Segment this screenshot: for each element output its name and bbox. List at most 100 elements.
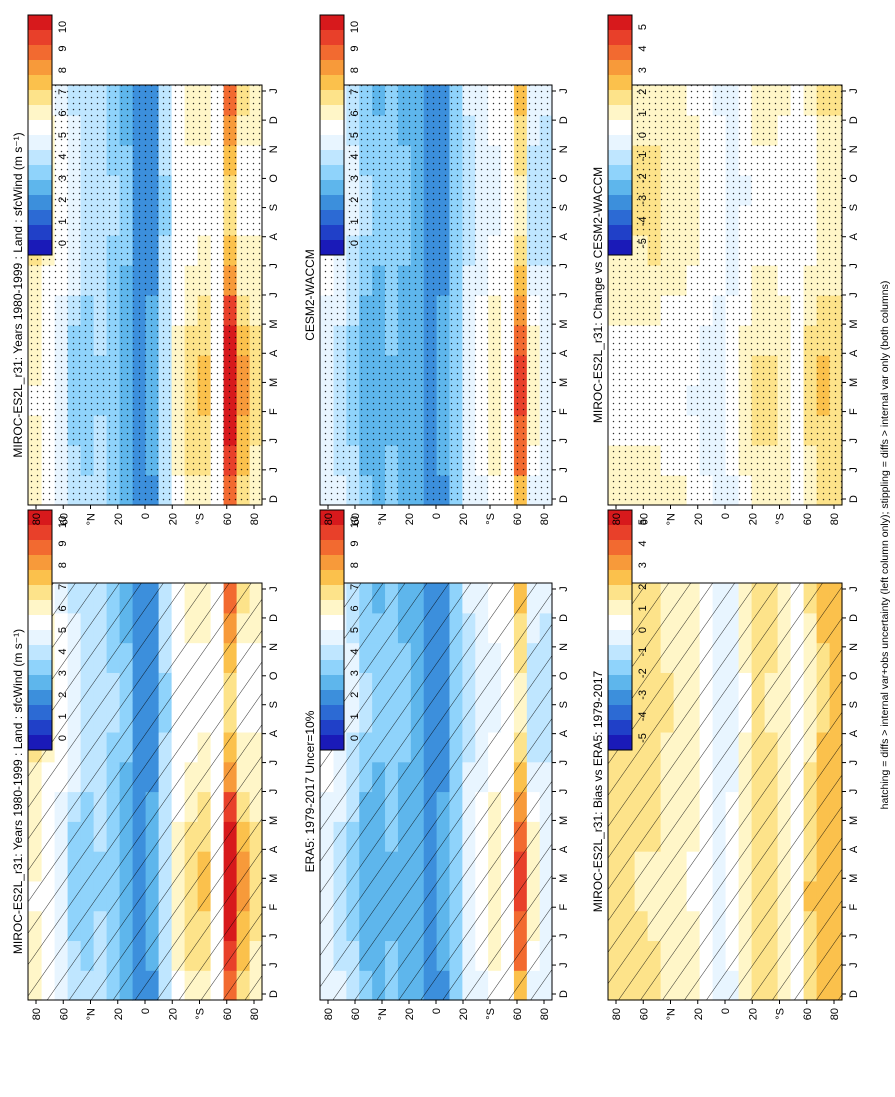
colorbar-swatch bbox=[608, 30, 632, 46]
lat-tick-label: 20 bbox=[693, 513, 705, 525]
significance-overlay bbox=[608, 583, 842, 1000]
lat-tick-label: 80 bbox=[829, 1008, 841, 1020]
colorbar-swatch bbox=[320, 690, 344, 706]
lat-tick-label: °S bbox=[195, 513, 207, 525]
month-tick-label: N bbox=[558, 643, 570, 651]
colorbar-label: 4 bbox=[57, 154, 69, 160]
colorbar-swatch bbox=[320, 600, 344, 616]
colorbar-label: 8 bbox=[57, 562, 69, 568]
colorbar-swatch bbox=[28, 60, 52, 76]
colorbar-swatch bbox=[608, 660, 632, 676]
month-tick-label: A bbox=[558, 349, 570, 357]
colorbar-swatch bbox=[608, 615, 632, 631]
colorbar-swatch bbox=[608, 525, 632, 541]
colorbar-label: 2 bbox=[57, 197, 69, 203]
month-tick-label: S bbox=[558, 701, 570, 708]
colorbar-label: 3 bbox=[637, 562, 649, 568]
colorbar-label: 8 bbox=[349, 562, 361, 568]
colorbar-label: -5 bbox=[637, 733, 649, 743]
lat-tick-label: °N bbox=[377, 1008, 389, 1020]
colorbar-label: 10 bbox=[57, 21, 69, 33]
month-tick-label: J bbox=[848, 933, 860, 939]
colorbar-label: -1 bbox=[637, 152, 649, 162]
lat-tick-label: °S bbox=[195, 1008, 207, 1020]
colorbar-label: 4 bbox=[349, 154, 361, 160]
colorbar-label: 1 bbox=[57, 713, 69, 719]
colorbar-swatch bbox=[320, 225, 344, 241]
colorbar-label: 1 bbox=[57, 218, 69, 224]
significance-overlay bbox=[320, 85, 552, 505]
month-tick-label: S bbox=[848, 204, 860, 211]
colorbar-swatch bbox=[28, 675, 52, 691]
colorbar-swatch bbox=[608, 510, 632, 526]
month-tick-label: S bbox=[558, 204, 570, 211]
month-tick-label: J bbox=[558, 789, 570, 795]
month-tick-label: D bbox=[268, 116, 280, 124]
colorbar-swatch bbox=[28, 525, 52, 541]
month-tick-label: J bbox=[558, 438, 570, 444]
colorbar-label: 2 bbox=[637, 584, 649, 590]
colorbar-swatch bbox=[608, 105, 632, 121]
month-tick-label: J bbox=[848, 467, 860, 473]
lat-tick-label: 60 bbox=[350, 1008, 362, 1020]
month-tick-label: J bbox=[268, 263, 280, 269]
colorbar-label: -2 bbox=[637, 173, 649, 183]
colorbar-swatch bbox=[608, 90, 632, 106]
lat-tick-label: 80 bbox=[829, 513, 841, 525]
lat-tick-label: 0 bbox=[431, 1008, 443, 1014]
colorbar-label: 7 bbox=[57, 584, 69, 590]
month-tick-label: M bbox=[268, 378, 280, 387]
colorbar-label: 2 bbox=[349, 692, 361, 698]
colorbar-label: 0 bbox=[637, 132, 649, 138]
colorbar-label: 10 bbox=[57, 516, 69, 528]
colorbar-label: 7 bbox=[57, 89, 69, 95]
lat-tick-label: 60 bbox=[638, 1008, 650, 1020]
colorbar-swatch bbox=[608, 60, 632, 76]
lat-tick-label: °S bbox=[485, 513, 497, 525]
colorbar-swatch bbox=[320, 60, 344, 76]
colorbar-swatch bbox=[608, 735, 632, 751]
month-tick-label: D bbox=[848, 990, 860, 998]
lat-tick-label: 20 bbox=[458, 513, 470, 525]
colorbar-swatch bbox=[28, 105, 52, 121]
panel-left-top: 80 60 °N 20 0 20 °S 60 80DJJFMAMJJASONDJMIROC-ES… bbox=[11, 509, 280, 1020]
lat-tick-label: 60 bbox=[802, 1008, 814, 1020]
colorbar-swatch bbox=[320, 240, 344, 256]
colorbar-swatch bbox=[320, 165, 344, 181]
month-tick-label: A bbox=[268, 232, 280, 240]
month-tick-label: O bbox=[558, 174, 570, 183]
colorbar-label: 5 bbox=[349, 132, 361, 138]
colorbar-swatch bbox=[28, 570, 52, 586]
colorbar-swatch bbox=[28, 540, 52, 556]
month-tick-label: O bbox=[268, 671, 280, 680]
colorbar-swatch bbox=[608, 180, 632, 196]
colorbar-label: 3 bbox=[57, 175, 69, 181]
month-tick-label: D bbox=[848, 116, 860, 124]
month-tick-label: J bbox=[848, 292, 860, 298]
colorbar-label: 7 bbox=[349, 584, 361, 590]
colorbar-swatch bbox=[320, 180, 344, 196]
colorbar-label: 6 bbox=[57, 605, 69, 611]
lat-tick-label: 60 bbox=[222, 1008, 234, 1020]
month-tick-label: J bbox=[268, 933, 280, 939]
month-tick-label: A bbox=[268, 349, 280, 357]
colorbar-label: -5 bbox=[637, 238, 649, 248]
month-tick-label: J bbox=[558, 88, 570, 94]
colorbar-swatch bbox=[320, 705, 344, 721]
significance-overlay bbox=[28, 583, 262, 1000]
colorbar-swatch bbox=[28, 720, 52, 736]
panel-right-mid: 80 60 °N 20 0 20 °S 60 80DJJFMAMJJASONDJCESM2-WA… bbox=[303, 14, 570, 525]
month-tick-label: N bbox=[558, 145, 570, 153]
colorbar-swatch bbox=[28, 645, 52, 661]
colorbar-swatch bbox=[320, 525, 344, 541]
month-tick-label: J bbox=[268, 292, 280, 298]
lat-tick-label: 60 bbox=[58, 513, 70, 525]
month-tick-label: F bbox=[558, 904, 570, 911]
lat-tick-label: °N bbox=[377, 513, 389, 525]
panel-title: MIROC-ES2L_r31: Bias vs ERA5: 1979-2017 bbox=[591, 670, 605, 912]
lat-tick-label: 60 bbox=[512, 513, 524, 525]
colorbar-label: 9 bbox=[349, 46, 361, 52]
lat-tick-label: 0 bbox=[720, 513, 732, 519]
month-tick-label: F bbox=[268, 904, 280, 911]
colorbar-swatch bbox=[28, 150, 52, 166]
